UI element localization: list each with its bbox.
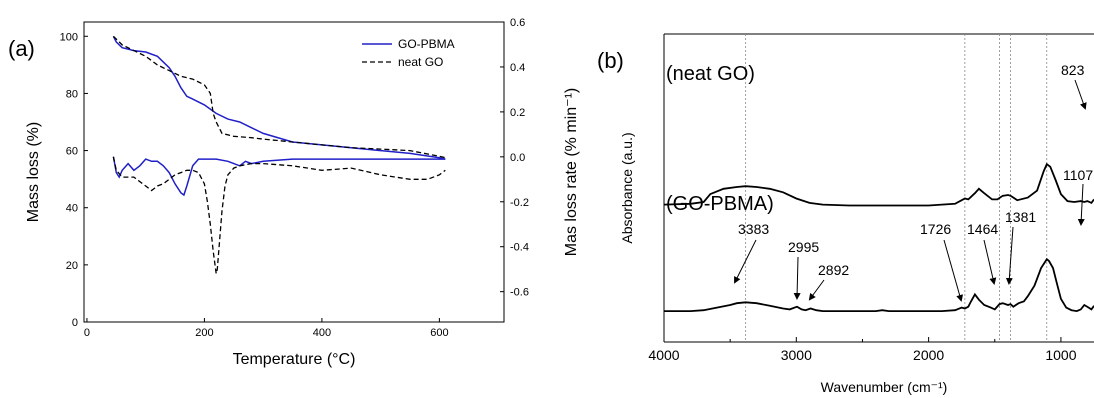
y-tick-label-0: 0 [72,317,78,329]
panel-b-x-axis-title: Wavenumber (cm⁻¹) [821,379,948,395]
panel-a-y2-axis-title: Mas loss rate (% min⁻¹) [563,88,580,256]
panel-a-y-axis-title: Mass loss (%) [25,122,42,222]
panel-b-series-group [663,162,1094,313]
panel-a-label: (a) [8,36,35,61]
y2-tick-label-2: 0.2 [510,107,525,119]
x-tick-label-0: 0 [84,327,90,339]
peak-arrow-1726 [943,239,964,302]
panel-b-ftir-chart: (b) 4000 3000 2000 1000 (neat GO) (GO-PBMA)… [597,33,1094,395]
y-tick-label-4: 80 [66,88,78,100]
panel-a-legend: GO-PBMA neat GO [362,37,455,69]
y2-tick-label-3: 0.0 [510,152,525,164]
y-tick-label-5: 100 [60,31,78,43]
spectrum-line-go-pbma [664,257,1094,313]
peak-arrow-2892 [808,279,825,301]
b-x-tick-label-0: 4000 [648,347,679,363]
y-tick-label-3: 60 [66,146,78,158]
b-x-tick-label-2: 2000 [913,347,944,363]
spectrum-label-go-pbma: (GO-PBMA) [666,193,774,215]
peak-arrow-3383 [734,239,757,284]
peak-label-1464: 1464 [967,221,998,237]
x-tick-label-3: 600 [430,327,448,339]
panel-b-label: (b) [597,48,624,73]
peak-label-3383: 3383 [738,221,769,237]
spectrum-label-neat-go: (neat GO) [666,63,755,85]
panel-a-series-group [112,35,446,274]
mass-loss-line-gopbma [112,35,446,160]
spectrum-line-neat-go [663,162,1094,207]
panel-b-x-axis: 4000 3000 2000 1000 [648,337,1077,363]
peak-label-1726: 1726 [920,221,951,237]
x-tick-label-1: 200 [195,327,213,339]
x-tick-label-2: 400 [313,327,331,339]
b-x-tick-label-3: 1000 [1045,347,1076,363]
y2-tick-label-0: 0.6 [510,17,525,29]
peak-arrow-1381 [1005,226,1014,285]
y-tick-label-2: 40 [66,203,78,215]
panel-a-plot-frame [83,21,505,323]
y2-tick-label-4: -0.2 [510,197,529,209]
peak-arrow-823 [1074,79,1087,110]
legend-label-gopbma: GO-PBMA [398,37,455,51]
y2-tick-label-6: -0.6 [510,287,529,299]
peak-arrow-1464 [983,239,997,285]
peak-arrow-1107 [1077,183,1085,226]
mass-loss-line-neatgo [112,35,446,159]
peak-label-2995: 2995 [788,239,819,255]
loss-rate-line-neatgo [112,156,446,274]
loss-rate-line-gopbma [112,156,446,197]
panel-a-thermogravimetric-chart: (a) 0 200 400 600 0 20 40 60 80 100 0.6 0.4 0.2 0.0… [8,17,580,368]
peak-label-1107: 1107 [1063,167,1093,183]
peak-label-823: 823 [1061,62,1085,78]
legend-label-neatgo: neat GO [398,55,443,69]
peak-label-2892: 2892 [818,262,849,278]
panel-a-y-axis: 0 20 40 60 80 100 [60,31,88,329]
b-x-tick-label-1: 3000 [781,347,812,363]
peak-arrow-2995 [793,256,801,300]
panel-a-x-axis-title: Temperature (°C) [233,351,356,368]
panel-a-y2-axis: 0.6 0.4 0.2 0.0 -0.2 -0.4 -0.6 [500,17,529,299]
panel-b-peak-annotations: 823 1107 3383 2995 2892 1726 1464 1381 [734,62,1093,302]
peak-label-1381: 1381 [1005,209,1036,225]
y2-tick-label-5: -0.4 [510,242,529,254]
y-tick-label-1: 20 [66,260,78,272]
panel-b-reference-lines [745,34,1048,342]
panel-b-y-axis-title: Absorbance (a.u.) [619,132,635,243]
y2-tick-label-1: 0.4 [510,62,525,74]
panel-a-x-axis: 0 200 400 600 [84,318,449,339]
